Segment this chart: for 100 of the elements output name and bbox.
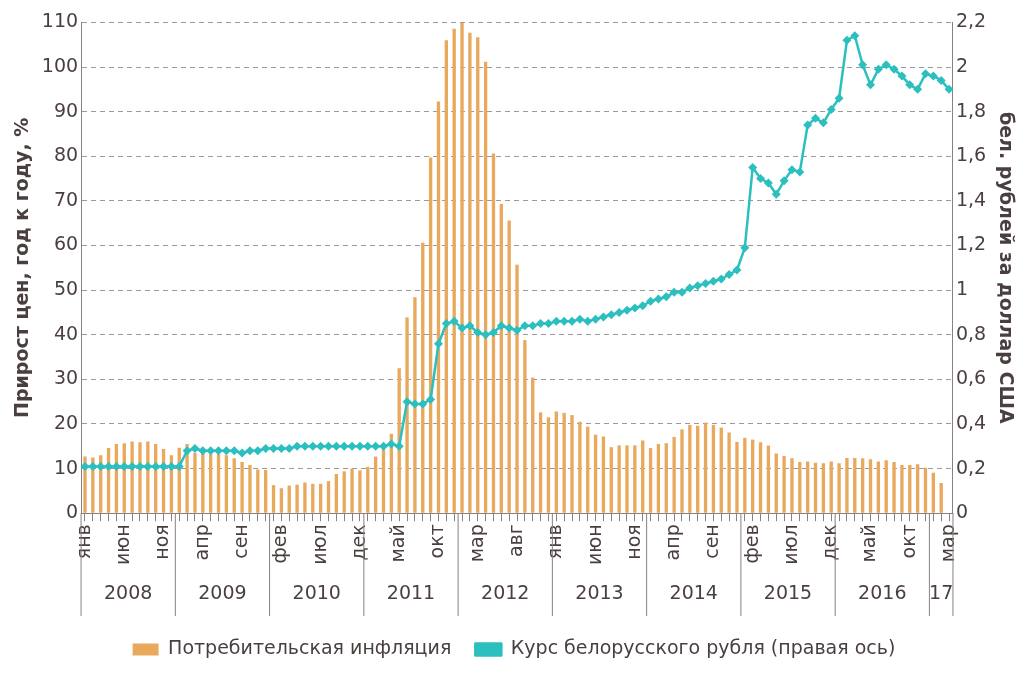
text: 2013 bbox=[575, 580, 624, 603]
bar bbox=[876, 461, 881, 513]
x-tick-label: ноя bbox=[150, 524, 173, 560]
y-tick-label: 30 bbox=[53, 366, 79, 389]
bar bbox=[915, 464, 920, 513]
bar bbox=[939, 482, 943, 513]
y-tick-label: 80 bbox=[53, 143, 79, 166]
bar bbox=[546, 417, 551, 513]
bar bbox=[656, 444, 661, 513]
y-tick-label: 50 bbox=[53, 277, 79, 300]
bar bbox=[334, 473, 339, 513]
bar bbox=[688, 424, 692, 513]
x-tick-label: сен bbox=[700, 524, 723, 559]
bar bbox=[751, 439, 755, 513]
bar bbox=[711, 424, 716, 513]
x-tick-label: мар bbox=[464, 524, 487, 563]
text: 17 bbox=[929, 580, 954, 603]
bar bbox=[586, 426, 590, 513]
bar bbox=[782, 456, 786, 513]
bar bbox=[279, 488, 284, 513]
bar bbox=[703, 422, 708, 513]
y-axis-title: Прирост цен, год к году, % bbox=[10, 117, 33, 418]
y-tick-label: 100 bbox=[41, 53, 79, 76]
x-tick-label: дек bbox=[346, 524, 369, 561]
bar bbox=[758, 442, 763, 513]
bar bbox=[931, 472, 936, 513]
bar bbox=[845, 457, 849, 513]
x-tick-label: авг bbox=[503, 524, 526, 558]
text: 2014 bbox=[669, 580, 718, 603]
bar bbox=[570, 415, 574, 513]
legend-label: Потребительская инфляция bbox=[168, 636, 452, 659]
bar bbox=[318, 483, 323, 513]
bar bbox=[358, 470, 362, 513]
bar bbox=[719, 427, 723, 513]
bar bbox=[884, 460, 888, 513]
x-tick-label: мар bbox=[935, 524, 958, 563]
text: 2016 bbox=[858, 580, 907, 603]
y2-tick-label: 1 bbox=[955, 277, 969, 300]
x-tick-label: янв bbox=[543, 524, 566, 560]
x-tick-label: июн bbox=[111, 524, 134, 565]
bar bbox=[554, 411, 558, 513]
bar bbox=[350, 468, 354, 513]
bar bbox=[373, 456, 378, 513]
y-tick-label: 40 bbox=[53, 321, 79, 344]
y-tick-label: 0 bbox=[65, 500, 79, 523]
bar bbox=[664, 443, 668, 513]
text: 2009 bbox=[198, 580, 247, 603]
x-tick-label: май bbox=[386, 524, 409, 563]
y2-tick-label: 2,2 bbox=[955, 9, 987, 32]
y-tick-label: 90 bbox=[53, 98, 79, 121]
y2-tick-label: 0 bbox=[955, 500, 969, 523]
y2-tick-label: 0,4 bbox=[955, 410, 987, 433]
y2-tick-label: 0,2 bbox=[955, 455, 987, 478]
bar bbox=[853, 457, 857, 513]
x-tick-label: июн bbox=[582, 524, 605, 565]
bar bbox=[633, 445, 637, 513]
bar bbox=[578, 421, 582, 513]
bar bbox=[311, 483, 315, 513]
bar bbox=[256, 469, 260, 513]
bar bbox=[829, 461, 833, 513]
y-tick-label: 60 bbox=[53, 232, 79, 255]
bar bbox=[130, 441, 134, 513]
y2-tick-label: 2 bbox=[955, 53, 969, 76]
bar bbox=[271, 485, 276, 513]
x-tick-label: апр bbox=[661, 524, 684, 561]
bar bbox=[837, 463, 841, 513]
bar bbox=[146, 441, 150, 513]
x-tick-label: июл bbox=[778, 524, 801, 565]
x-tick-label: фев bbox=[739, 524, 762, 564]
y2-axis-title: бел. рублей за доллар США bbox=[995, 111, 1018, 424]
bar bbox=[593, 434, 598, 513]
y2-tick-label: 1,2 bbox=[955, 232, 987, 255]
y2-tick-label: 1,6 bbox=[955, 143, 987, 166]
bar bbox=[860, 458, 865, 513]
bar bbox=[523, 340, 527, 513]
y-tick-label: 20 bbox=[53, 410, 79, 433]
bar bbox=[625, 445, 629, 513]
x-tick-label: окт bbox=[896, 524, 919, 559]
bar bbox=[617, 445, 621, 513]
bar bbox=[326, 481, 331, 513]
legend-label: Курс белорусского рубля (правая ось) bbox=[510, 636, 896, 659]
bar bbox=[798, 461, 802, 513]
bar bbox=[366, 466, 370, 513]
x-tick-label: май bbox=[857, 524, 880, 563]
x-tick-label: апр bbox=[189, 524, 212, 561]
x-tick-label: ноя bbox=[621, 524, 644, 560]
bar bbox=[672, 436, 676, 513]
bar bbox=[138, 442, 142, 513]
bar bbox=[743, 437, 747, 513]
bar bbox=[813, 462, 818, 513]
bar bbox=[641, 440, 645, 513]
bar bbox=[531, 377, 535, 513]
text: 2010 bbox=[292, 580, 341, 603]
x-tick-label: окт bbox=[425, 524, 448, 559]
bar bbox=[648, 448, 653, 513]
bar bbox=[821, 463, 826, 513]
bar bbox=[342, 471, 346, 513]
y-tick-label: 10 bbox=[53, 455, 79, 478]
x-tick-label: янв bbox=[71, 524, 94, 560]
text: 2008 bbox=[104, 580, 153, 603]
